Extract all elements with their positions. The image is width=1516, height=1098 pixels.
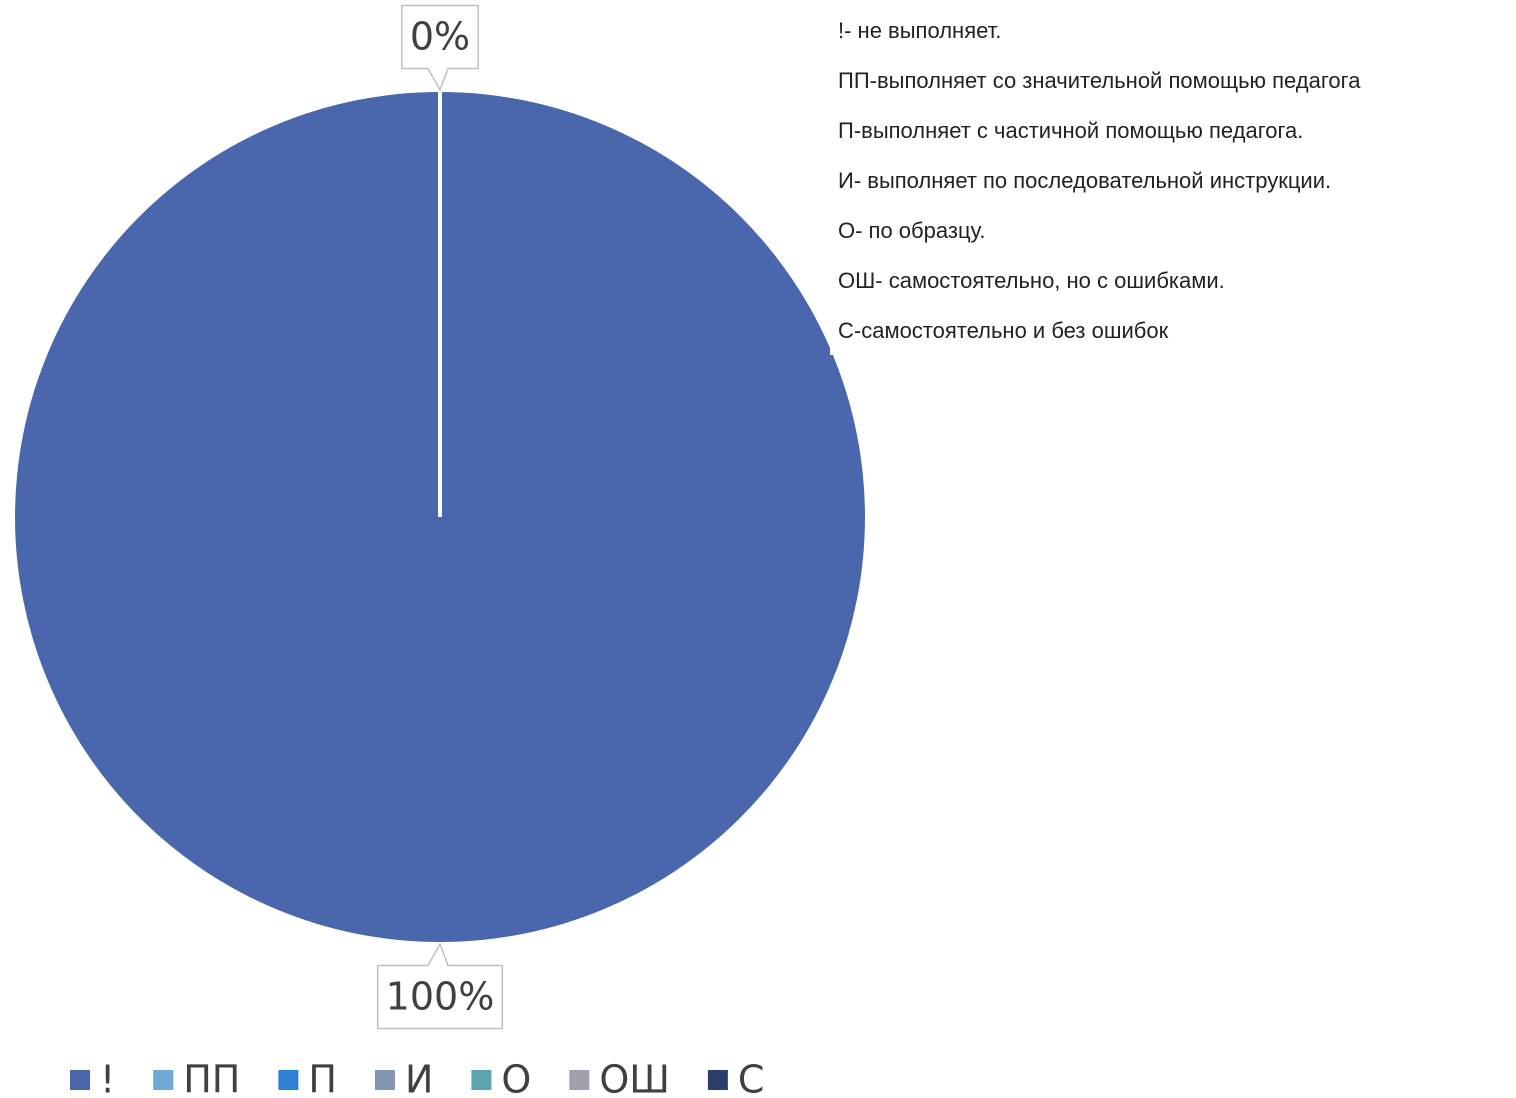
legend-label: ПП [183,1058,240,1098]
legend-swatch [374,1070,395,1090]
note: П-выполняет с частичной помощью педагога… [838,118,1303,143]
legend-label: П [308,1058,337,1098]
legend-swatch [569,1070,590,1090]
note: О- по образцу. [838,218,985,243]
note: С-самостоятельно и без ошибок [838,318,1169,343]
data-label: 0% [410,15,470,59]
legend-swatch [278,1070,299,1090]
legend-label: О [501,1058,531,1098]
note: !- не выполняет. [838,18,1001,43]
note: ОШ- самостоятельно, но с ошибками. [838,268,1225,293]
legend-label: И [405,1058,433,1098]
label-callout [376,942,504,1030]
note-box [830,0,1516,355]
data-label: 100% [386,975,495,1019]
legend-swatch [70,1070,90,1090]
legend-swatch [471,1070,492,1090]
label-callout [401,4,479,92]
note: ПП-выполняет со значительной помощью пед… [838,68,1361,93]
legend-label: ОШ [599,1058,670,1098]
note: И- выполняет по последовательной инструк… [838,168,1331,193]
legend-swatch [153,1070,174,1090]
legend-label: С [738,1058,765,1098]
legend-label: ! [100,1058,115,1098]
legend-swatch [707,1070,728,1090]
